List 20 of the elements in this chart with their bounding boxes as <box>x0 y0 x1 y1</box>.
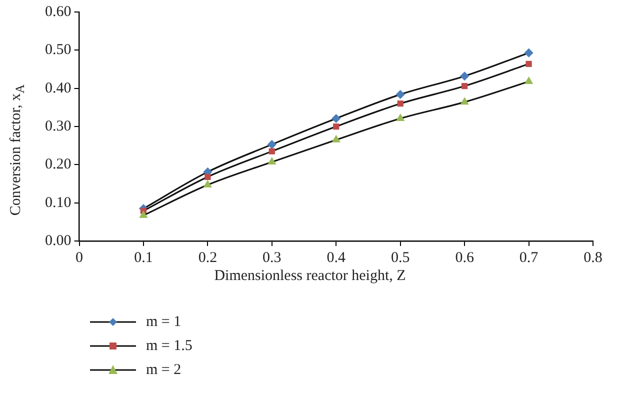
y-tick-label: 0.10 <box>45 194 72 211</box>
y-tick-label: 0.30 <box>45 118 72 134</box>
y-tick-label: 0.50 <box>45 42 72 58</box>
x-tick-label: 0 <box>76 250 83 266</box>
x-tick-label: 0.1 <box>134 250 153 266</box>
x-tick-label: 0.3 <box>262 250 282 266</box>
y-tick-label: 0.60 <box>45 4 72 20</box>
x-tick-label: 0.8 <box>584 250 602 266</box>
y-tick-label: 0.20 <box>45 156 72 173</box>
x-tick-label: 0.5 <box>390 250 410 266</box>
x-tick-label: 0.7 <box>519 250 539 266</box>
x-tick-label: 0.6 <box>455 250 474 266</box>
legend-label: m = 1.5 <box>146 338 192 354</box>
x-axis-title: Dimensionless reactor height, Z <box>213 268 407 285</box>
legend-label: m = 2 <box>146 362 182 378</box>
x-tick-label: 0.4 <box>326 250 346 266</box>
y-tick-label: 0.40 <box>45 80 72 96</box>
x-tick-label: 0.2 <box>198 250 218 266</box>
y-tick-label: 0.00 <box>45 232 72 249</box>
legend-label: m = 1 <box>146 314 182 330</box>
